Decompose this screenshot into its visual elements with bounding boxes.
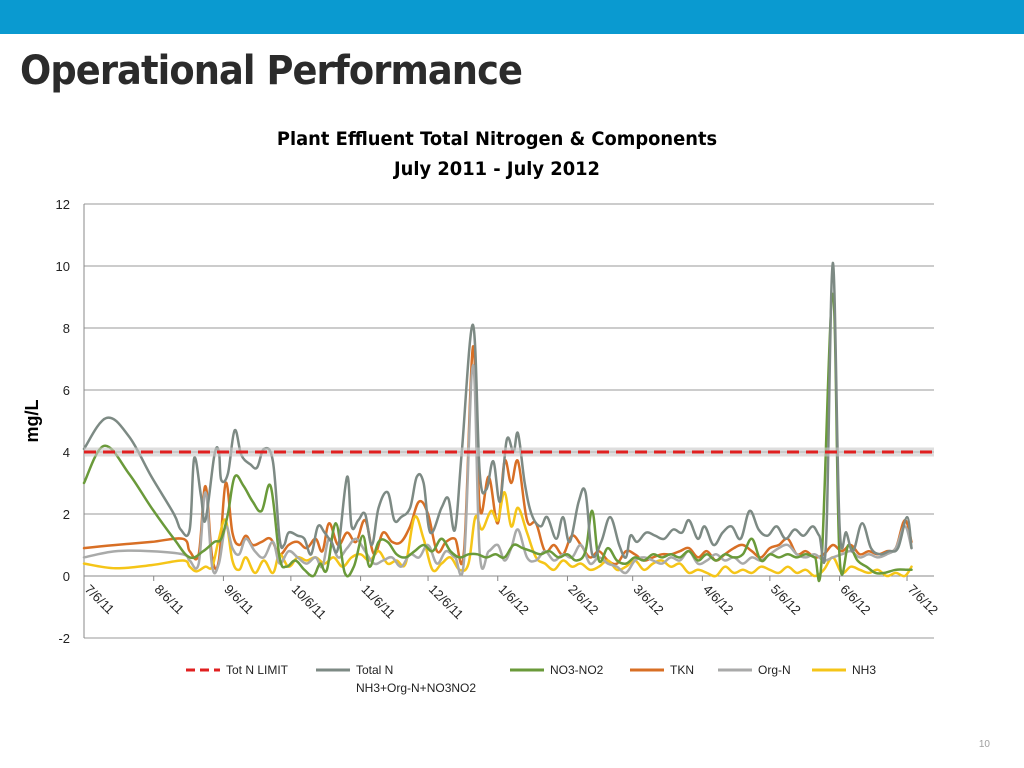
- x-tick-label: 3/6/12: [631, 582, 667, 618]
- y-tick-label: 10: [56, 259, 70, 274]
- x-tick-label: 8/6/11: [152, 582, 187, 617]
- x-tick-label: 12/6/11: [426, 582, 467, 623]
- legend-tkn-label: TKN: [670, 663, 694, 677]
- chart-title: Plant Effluent Total Nitrogen & Componen…: [276, 128, 718, 150]
- series-lines: [82, 261, 934, 583]
- slide-title: Operational Performance: [20, 48, 523, 94]
- y-tick-label: 4: [63, 445, 70, 460]
- y-tick-label: -2: [58, 631, 70, 646]
- legend-tot-n-limit-label: Tot N LIMIT: [226, 663, 289, 677]
- x-tick-label: 11/6/11: [358, 582, 398, 622]
- y-tick-label: 0: [63, 569, 70, 584]
- series-no3-no2-line: [82, 292, 913, 583]
- x-tick-label: 4/6/12: [700, 582, 736, 618]
- series-tkn-line: [82, 345, 913, 571]
- x-tick-label: 7/6/11: [82, 582, 117, 617]
- legend-no3-no2-label: NO3-NO2: [550, 663, 604, 677]
- legend-total-n-label: Total N: [356, 663, 393, 677]
- y-axis-label: mg/L: [22, 399, 42, 442]
- y-tick-label: 2: [63, 507, 70, 522]
- x-tick-label: 9/6/11: [221, 582, 256, 617]
- x-tick-label: 2/6/12: [565, 582, 601, 618]
- chart-title-block: Plant Effluent Total Nitrogen & Componen…: [0, 124, 994, 184]
- x-tick-label: 5/6/12: [768, 582, 804, 618]
- legend: Tot N LIMIT Total N NH3+Org-N+NO3NO2 NO3-NO…: [186, 663, 876, 695]
- legend-org-n-label: Org-N: [758, 663, 791, 677]
- y-tick-label: 6: [63, 383, 70, 398]
- x-tick-label: 7/6/12: [905, 582, 941, 618]
- x-tick-label: 10/6/11: [289, 582, 330, 623]
- y-tick-label: 12: [56, 197, 70, 212]
- x-tick-label: 6/6/12: [837, 582, 873, 618]
- gridlines: [84, 203, 934, 639]
- legend-total-n-label: NH3+Org-N+NO3NO2: [356, 681, 476, 695]
- page-number: 10: [978, 739, 990, 750]
- y-tick-label: 8: [63, 321, 70, 336]
- series-org-n-line: [82, 363, 913, 577]
- header-bar: [0, 0, 1024, 34]
- chart-subtitle: July 2011 - July 2012: [394, 158, 600, 180]
- x-tick-label: 1/6/12: [496, 582, 532, 618]
- axes: -2 0 2 4 6 8 10 12 7/6/11 8/6/11 9/6/11 10/6/11 11/6…: [22, 197, 941, 646]
- series-nh3-line: [82, 491, 913, 578]
- legend-nh3-label: NH3: [852, 663, 876, 677]
